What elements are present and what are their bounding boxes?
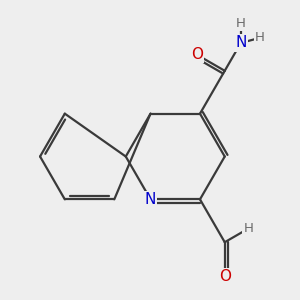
Text: O: O bbox=[219, 269, 231, 284]
Text: H: H bbox=[255, 31, 265, 44]
Text: H: H bbox=[236, 17, 246, 30]
Text: H: H bbox=[243, 222, 253, 235]
Text: N: N bbox=[145, 192, 156, 207]
Text: N: N bbox=[235, 35, 247, 50]
Text: O: O bbox=[191, 47, 203, 62]
